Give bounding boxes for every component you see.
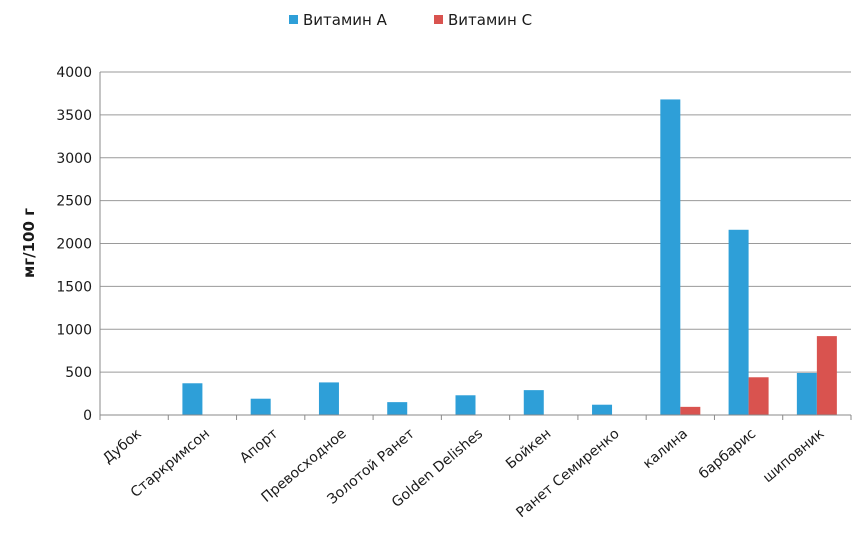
y-tick-label: 2000	[56, 237, 92, 253]
x-tick-label: Апорт	[237, 426, 281, 467]
bar-vitamin-a	[660, 99, 681, 415]
y-tick-label: 0	[83, 408, 92, 424]
x-tick-label: Дубок	[100, 426, 145, 467]
bar-vitamin-a	[250, 398, 271, 415]
y-tick-label: 1000	[56, 322, 92, 338]
y-tick-label: 3500	[56, 108, 92, 124]
y-tick-label: 1500	[56, 279, 92, 295]
grid-layer	[100, 71, 851, 373]
x-tick-label: шиповник	[760, 426, 827, 486]
bar-vitamin-a	[455, 395, 476, 415]
y-axis-label: мг/100 г	[20, 208, 38, 278]
bar-vitamin-c	[748, 377, 769, 415]
y-tick-label: 500	[65, 365, 92, 381]
y-tick-label: 4000	[56, 65, 92, 81]
x-tick-label: калина	[640, 426, 691, 472]
bar-vitamin-a	[387, 402, 408, 415]
bar-vitamin-a	[182, 383, 203, 415]
bar-vitamin-c	[680, 406, 701, 415]
legend-label: Витамин С	[448, 11, 532, 29]
bar-vitamin-a	[592, 404, 613, 415]
legend-swatch	[289, 15, 298, 24]
legend: Витамин А Витамин С	[289, 11, 532, 29]
bar-vitamin-a	[523, 390, 544, 415]
bar-layer	[182, 99, 837, 415]
bar-vitamin-a	[318, 382, 339, 415]
legend-swatch	[434, 15, 443, 24]
legend-label: Витамин А	[303, 11, 388, 29]
x-tick-label: барбарис	[696, 426, 759, 483]
y-tick-label: 3000	[56, 151, 92, 167]
bar-vitamin-c	[816, 336, 837, 415]
x-tick-label: Бойкен	[503, 426, 554, 473]
bar-vitamin-a	[728, 229, 749, 415]
bar-vitamin-a	[796, 372, 817, 415]
y-tick-label: 2500	[56, 194, 92, 210]
